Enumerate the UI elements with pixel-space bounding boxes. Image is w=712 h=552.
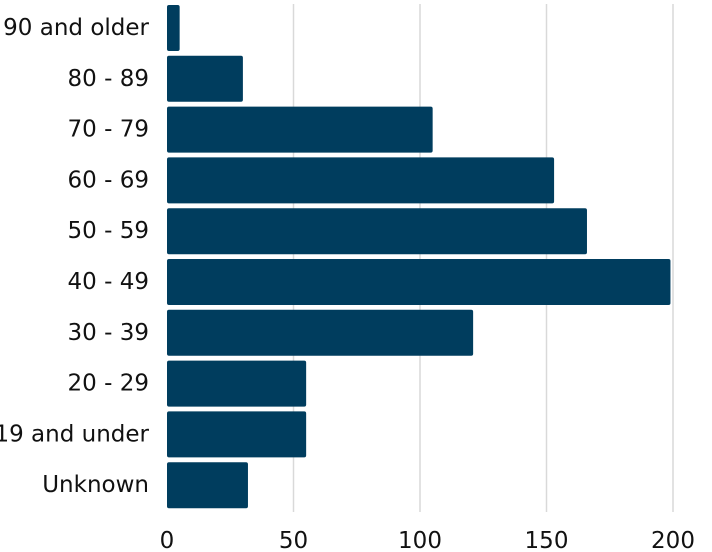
bar [167, 411, 307, 458]
category-label: Unknown [42, 472, 149, 498]
category-label: 19 and under [0, 421, 150, 447]
category-label: 70 - 79 [68, 117, 149, 143]
bar [167, 462, 248, 509]
category-label: 20 - 29 [68, 371, 149, 397]
x-tick-label: 100 [398, 528, 442, 552]
bar [167, 259, 671, 305]
bar [167, 5, 180, 51]
category-labels: 90 and older 80 - 89 70 - 79 60 - 69 50 - 59… [0, 15, 150, 498]
x-axis-tick-labels: 0 50 100 150 200 [160, 528, 695, 552]
x-tick-label: 150 [525, 528, 569, 552]
bar [167, 55, 243, 102]
x-tick-label: 0 [160, 528, 175, 552]
bar [167, 157, 555, 204]
gridlines [292, 4, 674, 512]
category-label: 60 - 69 [68, 167, 149, 193]
category-label: 30 - 39 [68, 320, 149, 346]
category-label: 50 - 59 [68, 218, 149, 244]
category-label: 90 and older [3, 15, 149, 41]
bar [167, 360, 307, 407]
bar [167, 309, 474, 356]
bars [167, 5, 671, 509]
category-label: 80 - 89 [68, 66, 149, 92]
x-tick-label: 50 [279, 528, 308, 552]
bar [167, 106, 433, 153]
x-tick-label: 200 [651, 528, 695, 552]
category-label: 40 - 49 [68, 269, 149, 295]
bar [167, 208, 587, 255]
